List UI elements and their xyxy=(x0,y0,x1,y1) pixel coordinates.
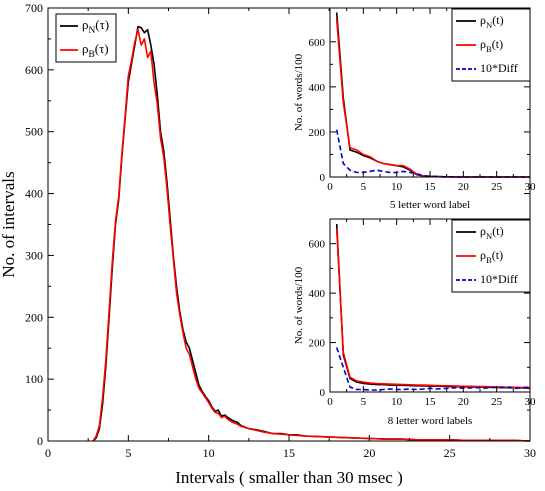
x-tick-label: 15 xyxy=(425,396,437,408)
x-tick-label: 25 xyxy=(491,396,503,408)
y-tick-label: 600 xyxy=(309,239,326,251)
y-tick-label: 400 xyxy=(309,288,326,300)
legend-label-3: 10*Diff xyxy=(480,61,518,75)
x-tick-label: 15 xyxy=(283,446,295,460)
x-tick-label: 30 xyxy=(525,396,537,408)
legend: ρN(t) ρB(t) 10*Diff xyxy=(451,8,531,82)
legend-label-1: ρN(τ) xyxy=(82,17,109,36)
y-tick-label: 0 xyxy=(37,434,43,448)
legend-label-2: ρB(τ) xyxy=(82,41,109,60)
legend: ρN(t) ρB(t) 10*Diff xyxy=(451,219,531,293)
legend-label-2: ρB(t) xyxy=(480,37,503,54)
y-axis-label: No. of words/100 xyxy=(293,266,305,344)
y-tick-label: 0 xyxy=(320,387,326,399)
x-tick-label: 10 xyxy=(391,396,403,408)
chart-2: 0 5 10 15 20 25 30 0 200 400 600 5 letter word labe… xyxy=(293,7,537,211)
legend: ρN(τ) ρB(τ) xyxy=(55,13,117,63)
x-tick-label: 10 xyxy=(203,446,215,460)
x-tick-label: 20 xyxy=(458,181,470,193)
y-tick-label: 700 xyxy=(25,1,43,15)
x-axis-label: 5 letter word label xyxy=(390,199,470,211)
y-tick-label: 100 xyxy=(25,372,43,386)
y-tick-label: 500 xyxy=(25,125,43,139)
y-tick-label: 400 xyxy=(25,187,43,201)
x-tick-label: 0 xyxy=(45,446,51,460)
legend-label-1: ρN(t) xyxy=(480,13,504,30)
y-axis-label: No. of intervals xyxy=(0,171,18,277)
x-tick-label: 20 xyxy=(458,396,470,408)
chart-1: 0 5 10 15 20 25 300100200300400500600700Interv… xyxy=(0,1,536,487)
x-tick-label: 10 xyxy=(391,181,403,193)
x-tick-label: 0 xyxy=(327,396,333,408)
legend-label-3: 10*Diff xyxy=(480,272,518,286)
legend-label-2: ρB(t) xyxy=(480,248,503,265)
x-tick-label: 5 xyxy=(361,181,367,193)
x-tick-label: 15 xyxy=(425,181,437,193)
x-tick-label: 30 xyxy=(525,181,537,193)
chart-3: 0 5 10 15 20 25 30 0 200 400 600 8 letter word labe… xyxy=(293,218,537,427)
x-axis-label: Intervals ( smaller than 30 msec ) xyxy=(175,468,403,487)
x-axis-label: 8 letter word labels xyxy=(388,415,473,427)
x-tick-label: 5 xyxy=(125,446,131,460)
y-tick-label: 200 xyxy=(309,338,326,350)
series-line-2 xyxy=(92,28,531,442)
x-tick-label: 25 xyxy=(491,181,503,193)
legend-label-1: ρN(t) xyxy=(480,224,504,241)
x-tick-label: 5 xyxy=(361,396,367,408)
y-tick-label: 300 xyxy=(25,248,43,262)
y-tick-label: 600 xyxy=(309,37,326,49)
x-tick-label: 25 xyxy=(444,446,456,460)
x-tick-label: 20 xyxy=(363,446,375,460)
y-tick-label: 200 xyxy=(309,127,326,139)
series-line-2 xyxy=(335,228,530,389)
x-tick-label: 30 xyxy=(524,446,536,460)
y-tick-label: 600 xyxy=(25,63,43,77)
y-tick-label: 200 xyxy=(25,310,43,324)
y-tick-label: 400 xyxy=(309,82,326,94)
legend-box xyxy=(55,13,117,63)
y-tick-label: 0 xyxy=(320,172,326,184)
x-tick-label: 0 xyxy=(327,181,333,193)
y-axis-label: No. of words/100 xyxy=(293,53,305,131)
